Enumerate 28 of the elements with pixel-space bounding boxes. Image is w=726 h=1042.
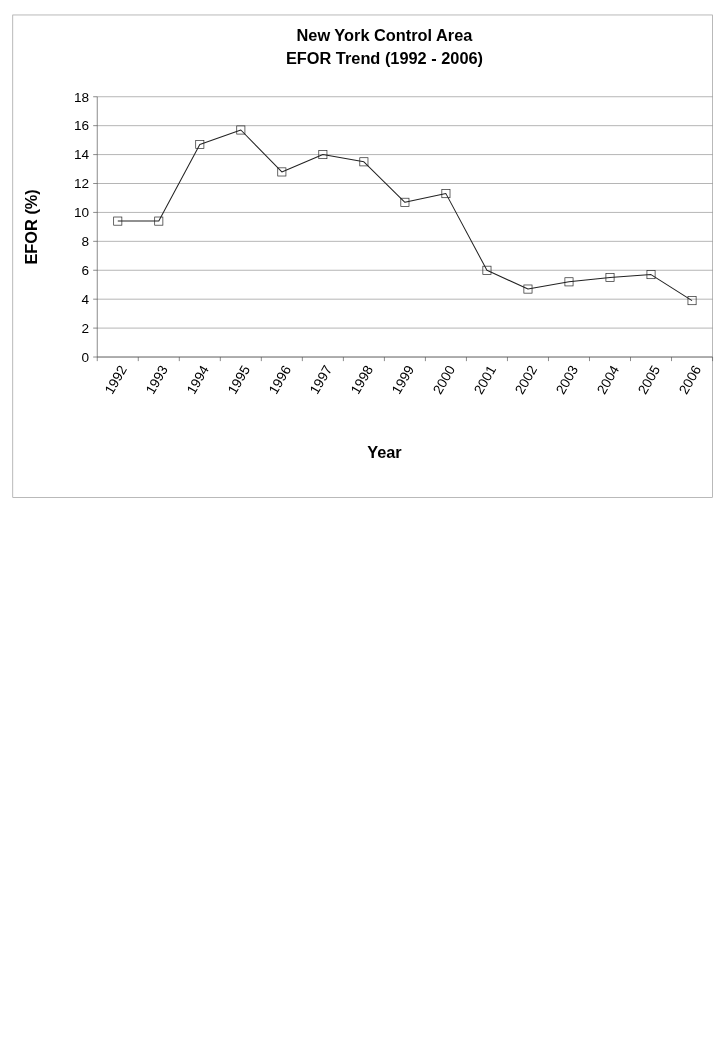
y-tick-label: 6 [81,263,90,279]
chart-title: New York Control Area EFOR Trend (1992 - 2006) [285,25,484,68]
y-tick-label: 12 [73,176,90,192]
point [113,216,123,226]
point [195,140,205,149]
y-tick-label: 14 [73,147,90,163]
y-tick-label: 18 [73,89,90,105]
point [236,125,246,135]
point [277,167,287,177]
point [646,270,656,280]
y-tick-label: 0 [81,349,90,365]
y-axis-title: EFOR (%) [21,189,40,265]
point [400,197,410,207]
point [687,296,697,306]
y-tick-label: 4 [81,291,90,307]
y-tick-label: 2 [81,320,90,336]
point [605,273,615,282]
point [564,277,574,287]
point [359,157,369,167]
point [154,216,164,226]
point [523,284,533,294]
y-tick-label: 10 [73,205,90,221]
point [318,150,328,160]
point [441,189,451,199]
y-tick-label: 8 [81,234,90,250]
x-axis-title: Year [367,442,403,461]
y-tick-label: 16 [73,118,90,134]
point [482,265,492,275]
